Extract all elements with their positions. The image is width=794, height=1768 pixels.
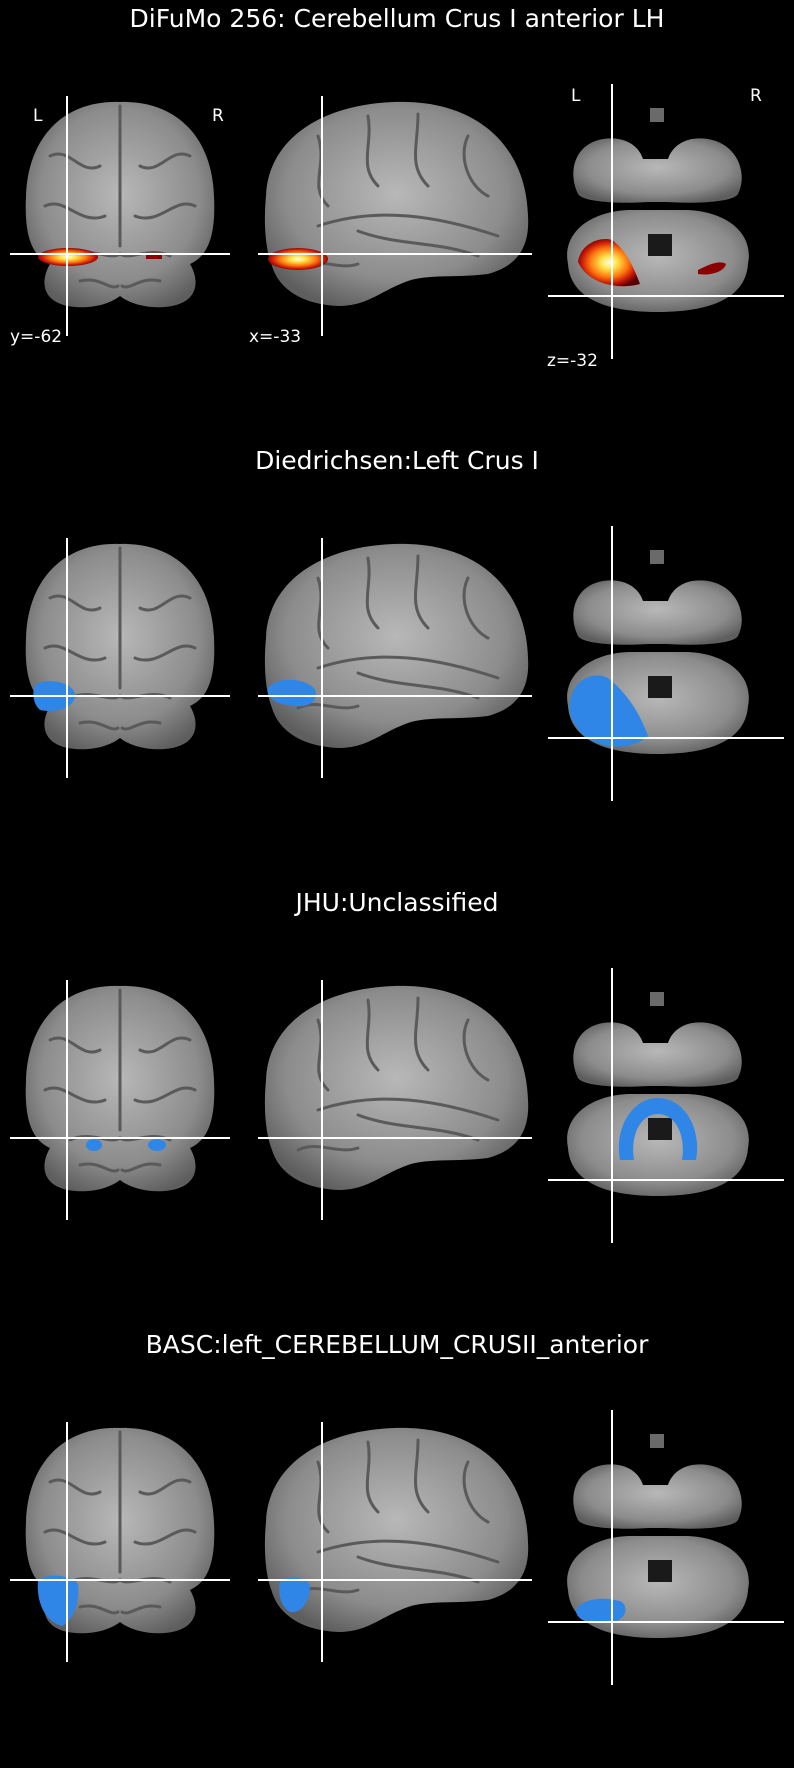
orientation-right-label: R — [212, 106, 224, 126]
brain-slice — [567, 108, 749, 312]
panel-basc: BASC:left_CEREBELLUM_CRUSII_anterior — [0, 1326, 794, 1768]
orientation-left-label: L — [33, 106, 43, 126]
coronal-view[interactable] — [10, 538, 230, 778]
sagittal-view[interactable] — [258, 980, 532, 1220]
sagittal-view[interactable] — [258, 538, 532, 778]
coronal-view[interactable] — [10, 1422, 230, 1662]
panel-difumo: DiFuMo 256: Cerebellum Crus I anterior L… — [0, 0, 794, 442]
atlas-region — [569, 675, 648, 747]
brain-slice — [567, 992, 749, 1196]
sagittal-view[interactable] — [258, 1422, 532, 1662]
brain-slice — [25, 543, 215, 750]
atlas-region — [279, 1577, 310, 1613]
activation-blob — [268, 248, 328, 270]
sagittal-coordinate: x=-33 — [249, 327, 302, 347]
axial-orientation-right-label: R — [750, 86, 762, 106]
panel-title: Diedrichsen:Left Crus I — [255, 446, 539, 475]
sagittal-view[interactable] — [258, 96, 532, 336]
activation-blob-right — [698, 262, 726, 275]
atlas-region-right — [148, 1139, 166, 1151]
brain-slice — [25, 101, 215, 308]
brain-slice — [25, 985, 215, 1192]
brain-slice — [264, 543, 529, 748]
panel-title: DiFuMo 256: Cerebellum Crus I anterior L… — [129, 4, 665, 33]
atlas-region — [267, 679, 317, 707]
panel-title: BASC:left_CEREBELLUM_CRUSII_anterior — [145, 1330, 649, 1359]
atlas-region-left — [86, 1139, 102, 1151]
activation-blob-right — [146, 253, 162, 259]
axial-view[interactable] — [548, 526, 784, 801]
axial-coordinate: z=-32 — [547, 351, 598, 371]
brain-slice — [264, 985, 529, 1190]
axial-view[interactable] — [548, 84, 784, 359]
panel-title: JHU:Unclassified — [295, 888, 499, 917]
coronal-view[interactable] — [10, 980, 230, 1220]
activation-blob — [578, 238, 640, 287]
atlas-region — [37, 1575, 79, 1626]
coronal-coordinate: y=-62 — [10, 327, 63, 347]
axial-view[interactable] — [548, 1410, 784, 1685]
axial-orientation-left-label: L — [571, 86, 581, 106]
axial-view[interactable] — [548, 968, 784, 1243]
panel-jhu: JHU:Unclassified — [0, 884, 794, 1326]
atlas-region — [576, 1598, 626, 1624]
atlas-region — [618, 1098, 698, 1160]
coronal-view[interactable] — [10, 96, 230, 336]
brain-slice — [264, 101, 529, 306]
panel-diedrichsen: Diedrichsen:Left Crus I — [0, 442, 794, 884]
